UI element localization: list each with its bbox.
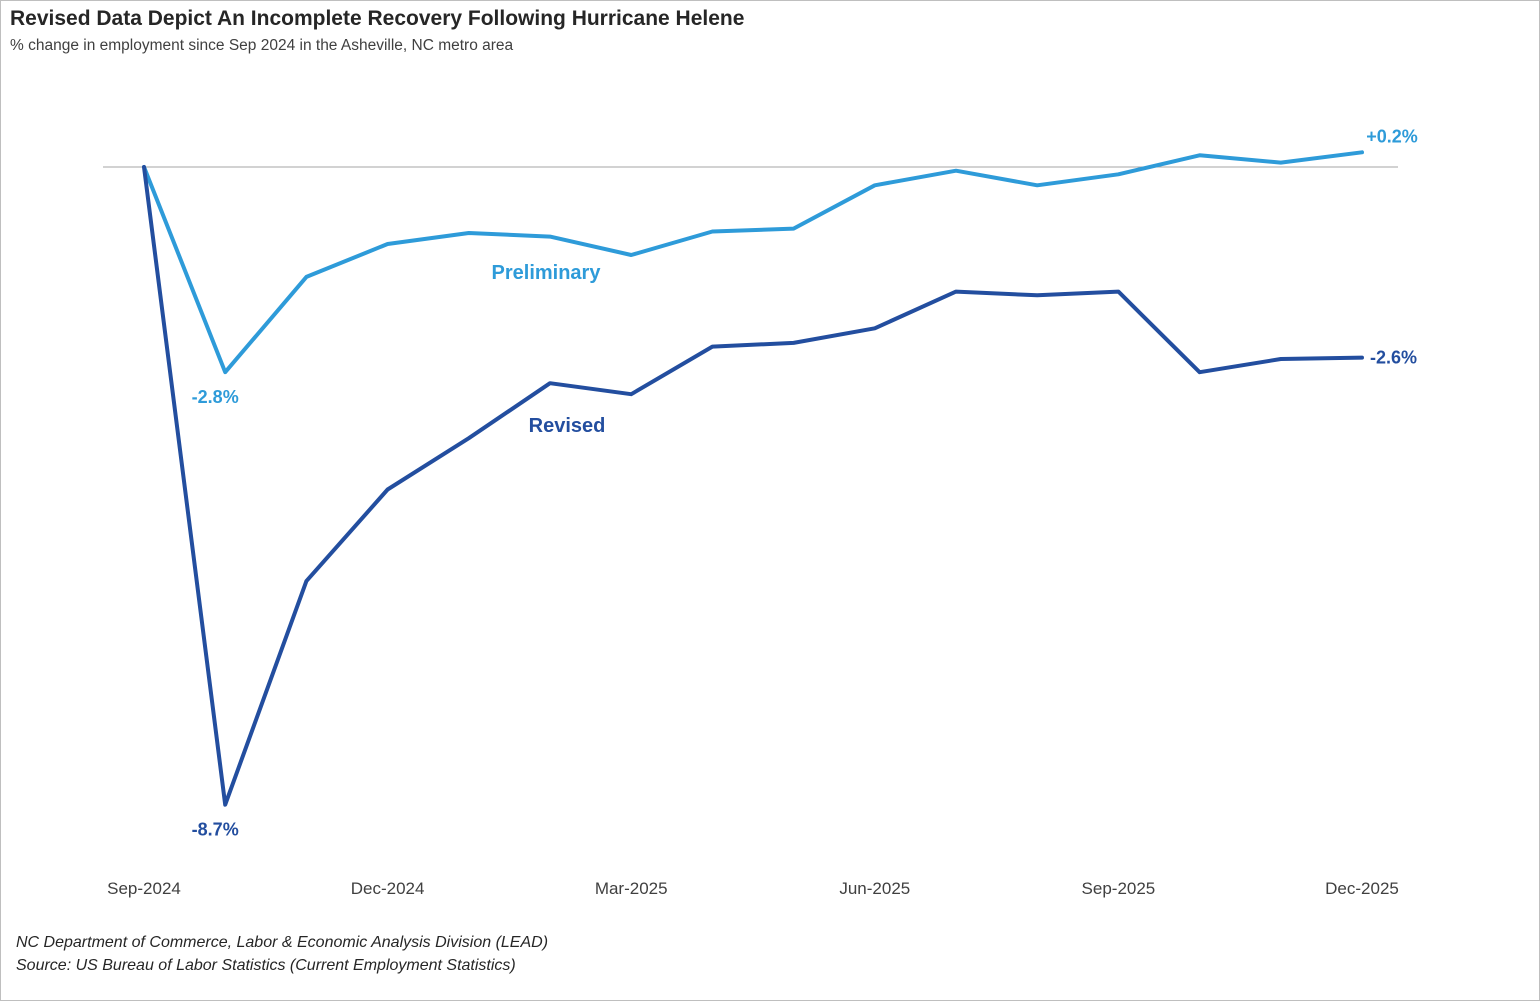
chart-subtitle: % change in employment since Sep 2024 in…: [10, 37, 514, 54]
footnote-agency: NC Department of Commerce, Labor & Econo…: [16, 934, 549, 951]
x-tick-label: Sep-2024: [107, 879, 181, 898]
data-label-last-revised: -2.6%: [1370, 348, 1417, 368]
x-tick-label: Dec-2024: [351, 879, 425, 898]
chart-title: Revised Data Depict An Incomplete Recove…: [10, 7, 745, 30]
series-line-revised: [142, 165, 1364, 807]
x-tick-label: Dec-2025: [1325, 879, 1399, 898]
data-label-min-preliminary: -2.8%: [192, 387, 239, 407]
footnote-source: Source: US Bureau of Labor Statistics (C…: [16, 957, 516, 974]
series-line-preliminary: [142, 150, 1364, 375]
x-tick-label: Jun-2025: [839, 879, 910, 898]
data-label-last-preliminary: +0.2%: [1366, 126, 1418, 146]
data-label-min-revised: -8.7%: [192, 820, 239, 840]
series-label-revised: Revised: [529, 415, 606, 437]
series-label-preliminary: Preliminary: [492, 262, 602, 284]
x-tick-label: Mar-2025: [595, 879, 668, 898]
x-tick-label: Sep-2025: [1082, 879, 1156, 898]
